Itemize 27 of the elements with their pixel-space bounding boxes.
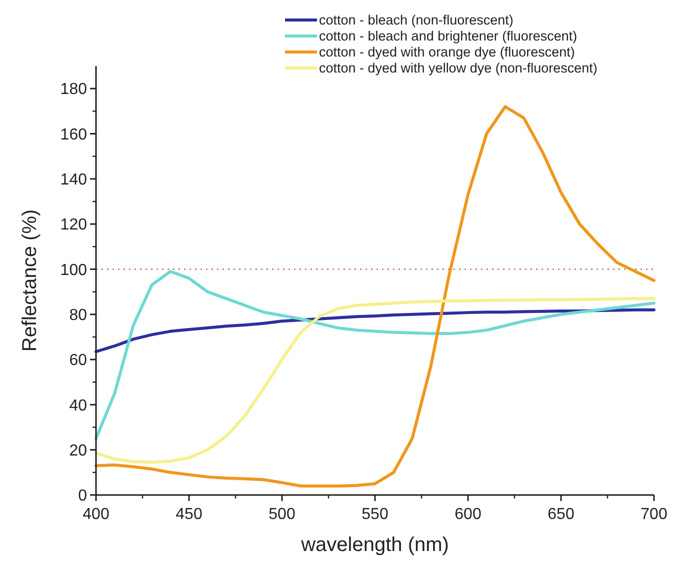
x-tick-label: 550 [362,506,388,523]
x-tick-label: 650 [548,506,574,523]
y-tick-label: 80 [69,306,88,324]
legend-label: cotton - dyed with orange dye (fluorescent) [319,44,575,60]
x-axis-title: wavelength (nm) [300,534,449,556]
y-axis-title: Reflectance (%) [19,209,41,352]
y-tick-label: 100 [60,262,88,279]
legend-label: cotton - dyed with yellow dye (non-fluorescent) [319,60,598,76]
legend-label: cotton - bleach and brightener (fluorescent) [319,28,578,44]
x-tick-label: 500 [268,506,296,523]
line-series [94,105,656,488]
y-tick-label: 160 [60,126,88,144]
y-tick-label: 0 [78,488,88,505]
y-tick-label: 180 [60,81,88,98]
y-tick-label: 20 [69,442,88,460]
x-tick-label: 700 [640,506,668,523]
x-tick-label: 400 [82,506,110,523]
y-tick-label: 140 [60,171,88,188]
y-tick-label: 120 [60,216,88,234]
x-tick-label: 600 [454,506,482,523]
line-series [94,297,656,464]
line-series [94,308,656,354]
line-series [94,270,656,440]
x-tick-label: 450 [176,506,202,523]
y-tick-label: 40 [69,397,88,414]
legend-label: cotton - bleach (non-fluorescent) [319,12,514,28]
y-tick-label: 60 [69,352,88,370]
